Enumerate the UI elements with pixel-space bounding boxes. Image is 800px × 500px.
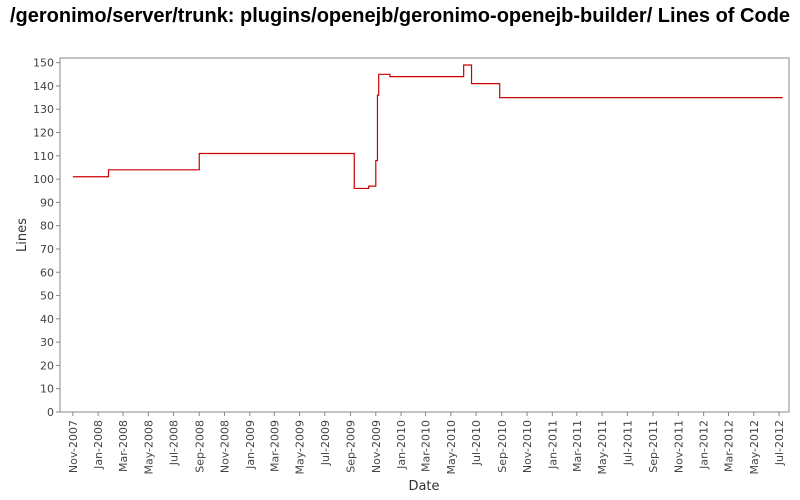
y-tick-label: 80	[40, 220, 54, 233]
y-tick-label: 90	[40, 196, 54, 209]
x-tick-label: Jan-2010	[395, 420, 408, 470]
y-tick-label: 110	[33, 150, 54, 163]
x-tick-label: Nov-2008	[219, 420, 232, 473]
series-line	[72, 64, 783, 190]
plot-area	[59, 57, 790, 413]
x-tick-label: Nov-2011	[672, 420, 685, 473]
x-tick-label: Nov-2010	[521, 420, 534, 473]
x-tick-label: May-2011	[596, 420, 609, 475]
x-axis: Nov-2007 Jan-2008 Mar-2008 May-2008 Jul-2008…	[67, 412, 786, 475]
x-tick-label: Jul-2009	[319, 420, 332, 466]
chart-title: /geronimo/server/trunk: plugins/openejb/…	[9, 5, 791, 27]
x-tick-label: Jan-2008	[92, 420, 105, 470]
y-tick-label: 0	[47, 406, 54, 419]
y-axis: 0 10 20 30 40 50 60 70 80 90 100 110 120 130 140 150	[33, 57, 60, 419]
y-tick-label: 70	[40, 243, 54, 256]
x-tick-label: Jul-2011	[621, 420, 634, 466]
y-tick-label: 10	[40, 383, 54, 396]
x-tick-label: Jan-2009	[244, 420, 257, 470]
x-tick-label: Jul-2008	[168, 420, 181, 466]
y-tick-label: 50	[40, 290, 54, 303]
x-tick-label: Jan-2011	[546, 420, 559, 470]
x-tick-label: Nov-2007	[67, 420, 80, 473]
x-tick-label: Sep-2011	[647, 420, 660, 473]
x-tick-label: Mar-2010	[420, 420, 433, 472]
x-tick-label: Jul-2012	[773, 420, 786, 466]
y-tick-label: 120	[33, 127, 54, 140]
x-tick-label: Sep-2009	[345, 420, 358, 473]
x-tick-label: Nov-2009	[370, 420, 383, 473]
series-layer	[72, 64, 783, 190]
y-tick-label: 60	[40, 266, 54, 279]
x-tick-label: May-2009	[294, 420, 307, 475]
x-tick-label: Mar-2009	[268, 420, 281, 472]
x-tick-label: Jul-2010	[470, 420, 483, 466]
x-tick-label: May-2012	[748, 420, 761, 475]
y-axis-label: Lines	[15, 218, 30, 252]
x-tick-label: Mar-2008	[117, 420, 130, 472]
y-tick-label: 30	[40, 336, 54, 349]
y-tick-label: 100	[33, 173, 54, 186]
x-tick-label: Jan-2012	[698, 420, 711, 470]
y-tick-label: 130	[33, 103, 54, 116]
x-tick-label: May-2008	[142, 420, 155, 475]
x-tick-label: Mar-2012	[722, 420, 735, 472]
x-tick-label: May-2010	[445, 420, 458, 475]
x-axis-label: Date	[408, 479, 439, 494]
y-tick-label: 20	[40, 359, 54, 372]
y-tick-label: 40	[40, 313, 54, 326]
y-tick-label: 150	[33, 57, 54, 70]
x-tick-label: Sep-2010	[496, 420, 509, 473]
x-tick-label: Sep-2008	[193, 420, 206, 473]
x-tick-label: Mar-2011	[571, 420, 584, 472]
y-tick-label: 140	[33, 80, 54, 93]
